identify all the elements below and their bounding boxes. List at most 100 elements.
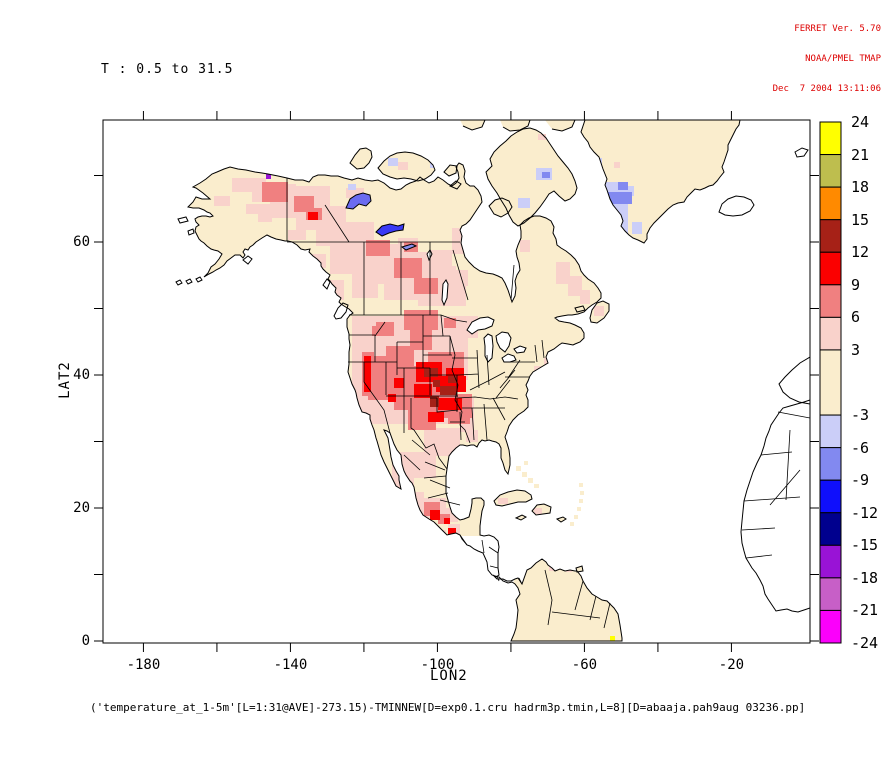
x-axis-label: LON2 [430, 668, 468, 684]
heat-cell [308, 212, 318, 220]
colorbar-label: -12 [851, 503, 879, 522]
heat-cell [364, 356, 371, 392]
heat-cell [430, 250, 452, 268]
iceland-outline [718, 195, 755, 217]
heat-cell [448, 528, 456, 538]
coastlines [175, 120, 810, 642]
heat-cell [538, 134, 546, 140]
y-tick-label: 20 [73, 500, 90, 516]
heat-cell [366, 240, 390, 256]
heat-cell [322, 280, 344, 300]
heat-cell [568, 276, 582, 296]
colorbar-label: -24 [851, 634, 879, 652]
heat-cell [580, 290, 590, 304]
colorbar-label: 12 [851, 243, 870, 262]
heat-cell [440, 386, 456, 395]
heat-cell [594, 306, 604, 316]
heat-cell [232, 178, 266, 192]
heat-cell [214, 196, 230, 206]
colorbar-label: 6 [851, 308, 861, 327]
heat-cell [438, 398, 462, 410]
y-tick-label: 0 [81, 633, 90, 649]
great-slave-lake [375, 223, 405, 237]
heat-cell [657, 350, 661, 354]
header-line-1: FERRET Ver. 5.70 [794, 24, 881, 34]
heat-cell [424, 368, 438, 377]
x-tick-label: -100 [420, 657, 455, 673]
heat-cell [352, 268, 378, 298]
colorbar-segment [819, 447, 842, 481]
heat-cell [620, 186, 634, 196]
heat-cell [598, 206, 604, 212]
heat-cell [388, 158, 398, 166]
colorbar-segment [819, 512, 842, 546]
heat-cell [452, 540, 457, 545]
heat-cell [600, 212, 612, 232]
heat-cell [632, 222, 642, 234]
heat-cell [414, 452, 436, 478]
heat-cell [448, 376, 457, 383]
heat-cell [472, 146, 480, 152]
heat-cell [612, 228, 628, 240]
colorbar-segment [819, 609, 842, 644]
heat-cell [444, 518, 450, 524]
heat-cell [266, 174, 271, 179]
colorbar-segment [819, 284, 842, 318]
ferret-version-header: FERRET Ver. 5.70 NOAA/PMEL TMAP Dec 7 20… [773, 4, 881, 104]
plot-border [102, 119, 811, 644]
heat-cell [414, 278, 438, 294]
colorbar-segment [819, 219, 842, 253]
heat-cell [618, 182, 628, 190]
header-line-3: Dec 7 2004 13:11:06 [772, 84, 881, 94]
heat-cell [534, 508, 542, 514]
heat-cell [430, 510, 440, 520]
colorbar-label: -21 [851, 601, 879, 620]
y-tick-label: 40 [73, 367, 90, 383]
heat-cell [346, 188, 364, 198]
heat-cell [427, 523, 434, 531]
heat-cell [614, 162, 620, 168]
colorbar-label: -3 [851, 406, 870, 425]
heat-cell [556, 262, 570, 284]
colorbar-label: 15 [851, 210, 870, 229]
colorbar [819, 121, 842, 644]
colorbar-segment [819, 349, 842, 416]
heat-cell [444, 318, 456, 328]
x-tick-label: -60 [571, 657, 598, 673]
heat-cell [430, 396, 439, 407]
heat-cell [606, 236, 616, 244]
colorbar-segment [819, 544, 842, 579]
central-america-nodata [461, 536, 515, 590]
y-tick-label: 60 [73, 234, 90, 250]
colorbar-segment [819, 414, 842, 449]
plot-frame [94, 111, 819, 652]
colorbar-label: 24 [851, 113, 870, 131]
colorbar-label: -6 [851, 438, 870, 457]
colorbar-label: 9 [851, 275, 861, 294]
colorbar-label: 3 [851, 340, 861, 359]
africa-outline [740, 399, 810, 613]
y-axis-label: LAT2 [56, 361, 73, 399]
data-expression-caption: ('temperature_at_1-5m'[L=1:31@AVE]-273.1… [90, 701, 806, 714]
iberia-outline [778, 356, 810, 405]
colorbar-label: 18 [851, 178, 870, 197]
colorbar-label: -15 [851, 536, 879, 555]
heat-cell [388, 394, 396, 402]
heat-cell [258, 214, 272, 222]
lake-athabasca [400, 243, 418, 251]
heat-cell [246, 204, 272, 214]
heat-cell [433, 380, 440, 387]
heat-cell [404, 310, 438, 330]
heat-cell [498, 498, 508, 504]
colorbar-label: -18 [851, 568, 879, 587]
colorbar-segment [819, 316, 842, 351]
header-line-2: NOAA/PMEL TMAP [805, 54, 881, 64]
heat-cell [549, 565, 557, 571]
heat-cell [424, 428, 460, 456]
heat-cell [518, 198, 530, 208]
x-tick-label: -180 [126, 657, 161, 673]
colorbar-segment [819, 154, 842, 188]
heat-cell [392, 452, 414, 492]
